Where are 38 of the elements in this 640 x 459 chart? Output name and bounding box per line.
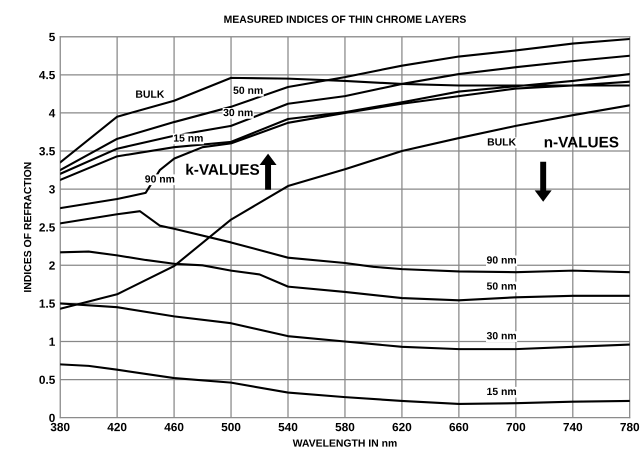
x-tick-label: 620 [392, 422, 412, 432]
y-tick-label: 4 [48, 109, 56, 118]
series-label: BULK [488, 138, 516, 146]
series-label: 30 nm [223, 108, 253, 116]
y-tick-label: 0.5 [39, 376, 55, 384]
x-tick-label: 380 [50, 422, 70, 432]
chart-title: MEASURED INDICES OF THIN CHROME LAYERS [224, 16, 466, 23]
series-label: 30 nm [486, 332, 516, 340]
y-tick-label: 3 [49, 185, 55, 194]
y-axis-title: INDICES OF REFRACTION [24, 162, 32, 292]
x-tick-label: 500 [222, 422, 240, 432]
series-label: 90 nm [486, 256, 516, 264]
series-label: BULK [136, 90, 164, 98]
y-tick-label: 5 [49, 32, 55, 42]
y-tick-label: 3.5 [39, 147, 55, 156]
x-tick-label: 700 [506, 422, 526, 432]
x-tick-label: 420 [107, 422, 126, 432]
x-tick-label: 660 [449, 422, 468, 432]
series-label: 50 nm [486, 282, 516, 290]
annotation: n-VALUES [544, 136, 618, 148]
y-tick-label: 2 [49, 261, 55, 270]
y-tick-label: 0 [49, 414, 55, 422]
series-label: 15 nm [487, 388, 516, 396]
series-label: 15 nm [174, 134, 203, 142]
x-tick-label: 540 [278, 422, 298, 432]
y-tick-label: 1.5 [40, 300, 55, 308]
series-label: 50 nm [233, 86, 263, 94]
x-tick-label: 580 [335, 422, 354, 432]
y-tick-label: 4.5 [39, 70, 55, 80]
x-tick-label: 740 [563, 422, 582, 432]
x-axis-title: WAVELENGTH IN nm [292, 439, 397, 447]
y-tick-label: 2.5 [39, 223, 55, 232]
line-series [60, 363, 630, 406]
annotation: k-VALUES [186, 164, 260, 175]
x-tick-label: 780 [620, 422, 640, 432]
x-tick-label: 460 [164, 422, 184, 432]
series-label: 90 nm [145, 175, 174, 183]
y-tick-label: 1 [49, 338, 55, 346]
